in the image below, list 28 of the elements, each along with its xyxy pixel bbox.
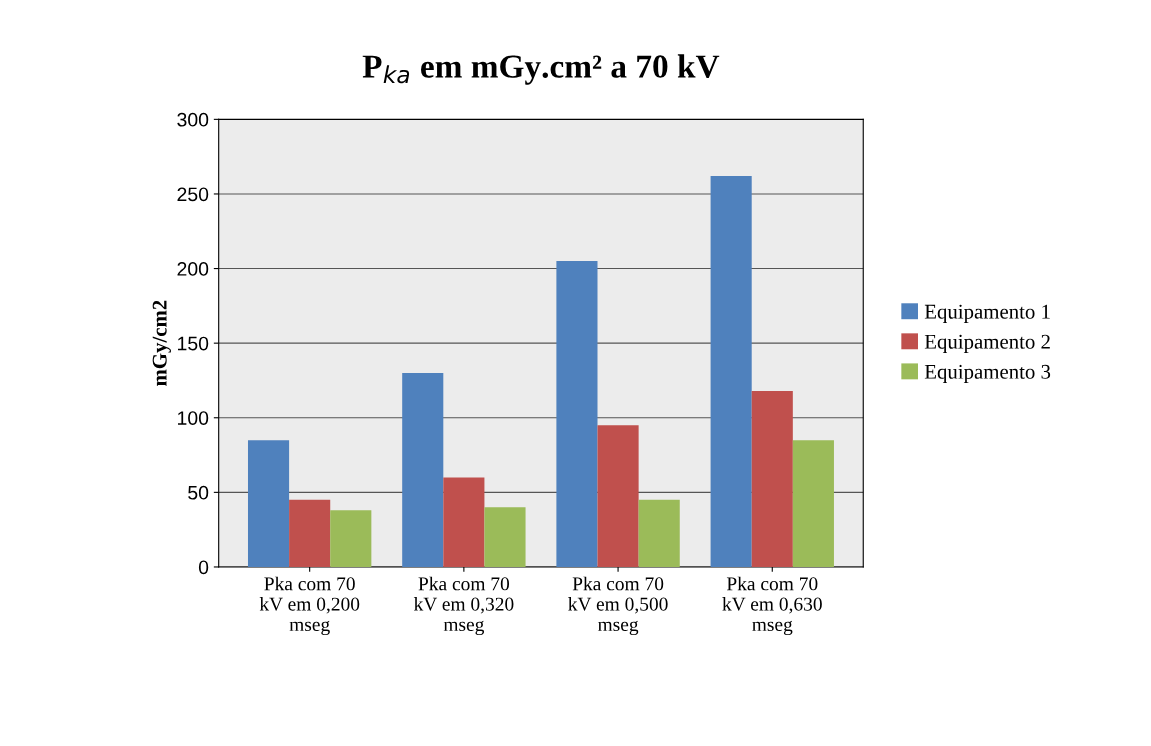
y-tick-label: 150 bbox=[178, 336, 209, 351]
legend-label: Equipamento 1 bbox=[924, 304, 1050, 323]
bar bbox=[792, 440, 834, 567]
bar bbox=[597, 425, 639, 567]
y-tick-label: 200 bbox=[177, 262, 209, 276]
bar bbox=[556, 261, 598, 567]
bar bbox=[751, 390, 793, 567]
bar bbox=[289, 499, 331, 567]
x-tick-label: Pka com 70 kV em 0,500 mseg bbox=[568, 576, 668, 636]
bar bbox=[484, 507, 526, 567]
x-tick-label: Pka com 70 kV em 0,320 mseg bbox=[413, 576, 514, 636]
y-tick-label: 250 bbox=[177, 187, 209, 202]
y-tick-label: 100 bbox=[178, 411, 209, 425]
bar bbox=[247, 440, 290, 567]
bar bbox=[402, 373, 444, 567]
chart-title: P$_{ka}$ em mGy.cm² a 70 kV bbox=[362, 54, 720, 85]
bar bbox=[638, 499, 680, 567]
bar bbox=[443, 477, 485, 567]
x-tick-label: Pka com 70 kV em 0,630 mseg bbox=[722, 576, 822, 636]
y-tick-label: 0 bbox=[198, 560, 209, 575]
bar bbox=[710, 176, 752, 567]
legend-label: Equipamento 2 bbox=[924, 334, 1050, 353]
y-tick-label: 50 bbox=[188, 485, 209, 500]
bar bbox=[330, 510, 372, 567]
y-axis-title: mGy/cm2 bbox=[152, 300, 171, 386]
x-tick-label: Pka com 70 kV em 0,200 mseg bbox=[259, 576, 360, 636]
legend-label: Equipamento 3 bbox=[924, 364, 1051, 384]
y-tick-label: 300 bbox=[177, 112, 209, 127]
